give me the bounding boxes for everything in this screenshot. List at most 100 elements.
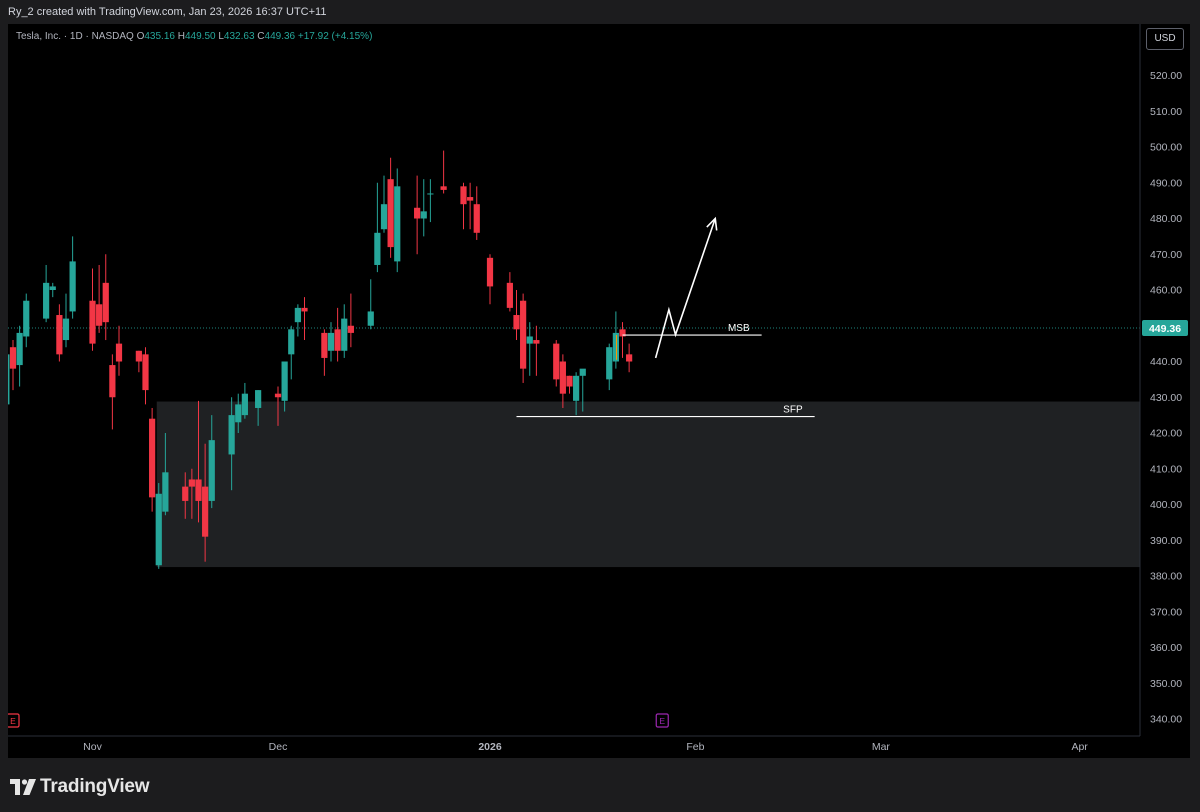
candle-body xyxy=(387,179,394,248)
candlestick-chart[interactable]: MSB SFP 520.00 510.00 500.00 490.00 480.00 470.… xyxy=(8,24,1190,758)
price-tick-label: 360.00 xyxy=(1150,642,1182,654)
candle-body xyxy=(374,232,381,265)
open-label: O xyxy=(136,31,145,42)
candle xyxy=(109,354,116,430)
candle-body xyxy=(69,261,76,312)
time-tick-label: Nov xyxy=(83,741,102,753)
time-tick-label: Feb xyxy=(686,741,704,753)
candle-body xyxy=(612,332,619,362)
candle xyxy=(16,325,23,387)
candle xyxy=(440,150,447,194)
close-value: 449.36 xyxy=(264,31,296,42)
candle-body xyxy=(294,307,301,323)
candle xyxy=(486,254,494,305)
candle-body xyxy=(162,472,169,512)
candle xyxy=(626,343,633,373)
candle-body xyxy=(414,207,421,219)
price-tick-label: 440.00 xyxy=(1150,356,1182,368)
candle xyxy=(427,179,434,223)
candle xyxy=(235,393,242,433)
candle-body xyxy=(155,493,162,566)
candle-body xyxy=(8,354,10,405)
candle xyxy=(374,182,381,273)
plot-background xyxy=(8,24,1190,758)
annotation-label-msb: MSB xyxy=(728,323,750,334)
candle-body xyxy=(109,365,116,398)
top-bar: Ry_2 created with TradingView.com, Jan 2… xyxy=(0,0,1200,24)
candle-body xyxy=(241,393,248,416)
chart-credit: Ry_2 created with TradingView.com, Jan 2… xyxy=(8,6,327,18)
candle-body xyxy=(56,315,63,355)
last-price-tag-label: 449.36 xyxy=(1149,323,1181,335)
open-value: 435.16 xyxy=(144,31,175,42)
currency-button[interactable]: USD xyxy=(1146,28,1184,50)
candle xyxy=(513,290,520,341)
candle-body xyxy=(182,486,189,501)
candle xyxy=(566,375,573,394)
candle xyxy=(414,175,421,255)
candle xyxy=(288,325,295,380)
candle xyxy=(347,293,354,348)
candle xyxy=(49,282,56,298)
price-tick-label: 490.00 xyxy=(1150,177,1182,189)
candle xyxy=(281,361,288,412)
candle-body xyxy=(566,375,573,387)
earnings-marker-box xyxy=(655,713,669,728)
footer: TradingView xyxy=(0,758,1200,812)
candle-body xyxy=(135,350,142,362)
chart-area[interactable]: MSB SFP 520.00 510.00 500.00 490.00 480.00 470.… xyxy=(8,24,1190,758)
candle-body xyxy=(89,300,96,344)
candle xyxy=(334,307,341,362)
candle xyxy=(89,268,96,351)
candle-body xyxy=(327,332,335,351)
candle xyxy=(43,264,50,323)
candle xyxy=(533,325,540,376)
candle xyxy=(135,350,142,373)
candle-body xyxy=(334,329,341,351)
candle-body xyxy=(115,343,123,362)
candle-body xyxy=(619,329,626,337)
candle-body xyxy=(420,211,427,219)
candle-body xyxy=(520,300,527,369)
candle xyxy=(619,322,626,358)
candle xyxy=(420,179,427,237)
candle xyxy=(394,168,401,273)
tradingview-logo[interactable]: TradingView xyxy=(10,776,150,798)
price-tick-label: 500.00 xyxy=(1150,142,1182,154)
earnings-marker: E xyxy=(655,713,669,728)
candle xyxy=(387,157,394,258)
price-tick-label: 340.00 xyxy=(1150,714,1182,726)
candle-body xyxy=(188,479,195,487)
candle-body xyxy=(288,329,295,355)
candle-body xyxy=(440,186,447,190)
high-value: 449.50 xyxy=(184,31,216,42)
candle xyxy=(559,354,566,408)
candle xyxy=(327,322,335,362)
candle xyxy=(62,293,70,348)
earnings-marker-box xyxy=(8,713,20,728)
candle-body xyxy=(202,486,209,537)
candle-body xyxy=(208,440,215,501)
candle xyxy=(241,382,248,419)
earnings-marker-label: E xyxy=(659,716,665,726)
candle-body xyxy=(255,390,262,408)
earnings-marker-label: E xyxy=(10,716,16,726)
candle xyxy=(301,297,308,341)
candle xyxy=(202,443,209,562)
candle xyxy=(553,340,560,387)
annotation-label-sfp: SFP xyxy=(783,405,803,416)
price-tick-label: 480.00 xyxy=(1150,213,1182,225)
price-tick-label: 520.00 xyxy=(1150,70,1182,82)
candle-body xyxy=(533,340,540,344)
candle-body xyxy=(281,361,288,401)
candle xyxy=(473,186,480,240)
candle-body xyxy=(16,332,23,366)
candle-body xyxy=(559,361,566,394)
candle-body xyxy=(49,286,56,290)
candle-body xyxy=(473,204,480,233)
candle xyxy=(579,368,586,412)
candle-body xyxy=(235,404,242,423)
candle xyxy=(255,390,262,426)
tradingview-logo-icon xyxy=(10,779,36,795)
candle xyxy=(526,322,533,376)
